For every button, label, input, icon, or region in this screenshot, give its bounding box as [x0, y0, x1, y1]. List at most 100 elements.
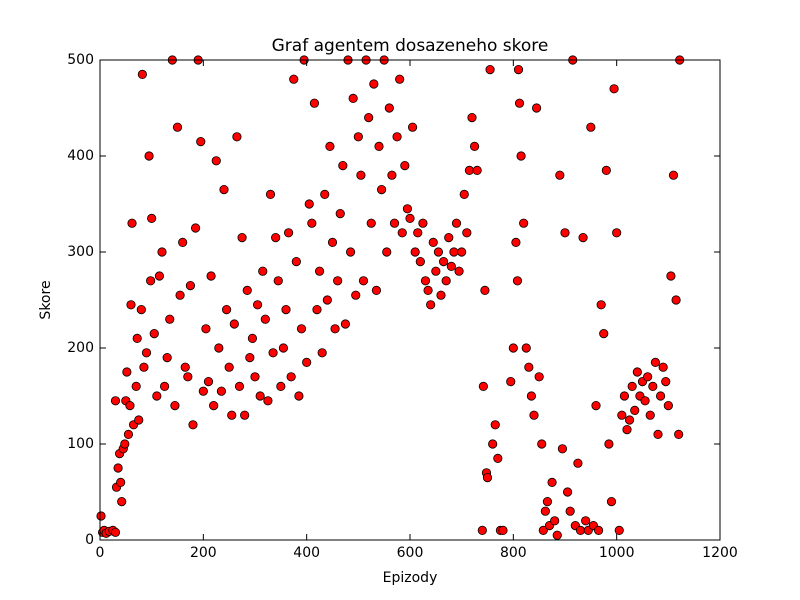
point — [132, 333, 142, 343]
point — [516, 151, 526, 161]
point — [165, 314, 175, 324]
point — [538, 525, 548, 536]
point — [152, 391, 162, 401]
point — [180, 362, 190, 372]
point — [234, 381, 245, 391]
point — [433, 247, 444, 257]
point — [211, 156, 221, 166]
point — [482, 472, 493, 483]
point — [117, 496, 127, 507]
point — [599, 328, 609, 339]
point — [188, 420, 198, 430]
point — [227, 410, 237, 420]
point — [512, 276, 523, 286]
point — [203, 376, 214, 387]
point — [413, 228, 423, 238]
point — [560, 228, 570, 238]
point — [449, 247, 459, 257]
point — [271, 233, 281, 243]
point — [317, 348, 327, 358]
point — [296, 324, 307, 334]
point — [157, 247, 167, 257]
point — [557, 444, 568, 454]
point — [240, 410, 250, 420]
point — [674, 429, 684, 439]
point — [376, 185, 387, 195]
point — [345, 247, 356, 257]
point — [617, 410, 627, 420]
point — [216, 386, 227, 396]
point — [141, 348, 152, 358]
point — [650, 357, 661, 367]
point — [441, 276, 451, 286]
point — [185, 280, 196, 291]
point — [224, 362, 234, 372]
point — [630, 405, 640, 415]
point — [477, 525, 487, 536]
point — [531, 103, 542, 113]
point — [488, 439, 498, 449]
point — [125, 400, 135, 411]
point — [575, 525, 586, 536]
point — [273, 276, 283, 286]
point — [534, 372, 544, 382]
point — [601, 165, 611, 175]
point — [661, 376, 671, 387]
point — [624, 415, 635, 425]
point — [663, 400, 673, 411]
point — [136, 304, 146, 315]
point — [547, 477, 557, 487]
point — [366, 218, 376, 228]
point — [294, 391, 304, 401]
y-tick-label: 500 — [67, 52, 94, 68]
point — [351, 290, 361, 300]
point — [658, 362, 668, 372]
point — [604, 439, 614, 449]
chart-title: Graf agentem dosazeneho skore — [272, 36, 549, 56]
point — [325, 141, 335, 151]
point — [596, 300, 606, 310]
point — [436, 290, 446, 300]
x-tick-label: 0 — [96, 545, 105, 561]
point — [281, 304, 291, 315]
point — [426, 300, 436, 310]
point — [645, 410, 655, 420]
point — [593, 525, 604, 536]
point — [122, 367, 132, 377]
point — [159, 381, 170, 391]
point — [552, 530, 562, 540]
point — [232, 132, 242, 142]
point — [338, 161, 348, 171]
point — [666, 271, 676, 281]
point — [255, 391, 265, 401]
point — [96, 511, 106, 521]
point — [410, 247, 420, 257]
point — [459, 189, 469, 199]
point — [374, 141, 384, 151]
point — [469, 141, 480, 151]
point — [356, 170, 366, 180]
point — [353, 132, 363, 142]
point — [276, 381, 286, 391]
point — [154, 271, 165, 281]
point — [395, 74, 405, 84]
point — [312, 304, 322, 315]
point — [485, 65, 495, 75]
y-tick-label: 100 — [67, 436, 94, 452]
point — [307, 218, 317, 228]
y-axis-label: Skore — [38, 280, 54, 319]
point — [144, 151, 154, 161]
point — [423, 285, 433, 295]
point — [493, 453, 503, 463]
point — [392, 132, 402, 142]
point — [304, 199, 314, 209]
point — [521, 343, 531, 353]
point — [438, 256, 449, 267]
point — [137, 69, 147, 80]
point — [320, 189, 330, 199]
point — [446, 261, 456, 271]
point — [146, 276, 156, 286]
point — [289, 74, 299, 84]
point — [550, 516, 560, 526]
point — [418, 218, 428, 228]
